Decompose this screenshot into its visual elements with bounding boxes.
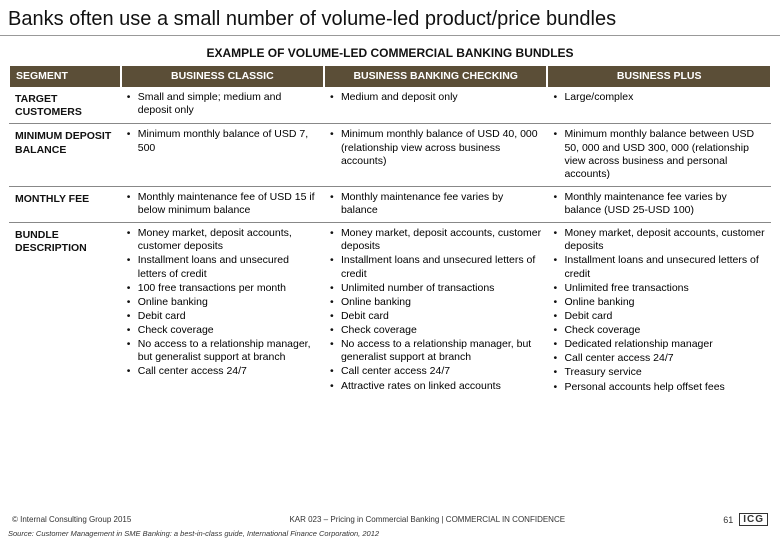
table-cell: Money market, deposit accounts, customer… [547,223,771,399]
list-item: No access to a relationship manager, but… [127,338,318,364]
list-item: Check coverage [553,324,765,337]
list-item: Debit card [553,310,765,323]
list-item: Money market, deposit accounts, customer… [553,227,765,253]
list-item: Call center access 24/7 [330,365,542,378]
col-header-checking: BUSINESS BANKING CHECKING [324,66,548,87]
source-line: Source: Customer Management in SME Banki… [8,529,379,538]
list-item: Attractive rates on linked accounts [330,380,542,393]
table-cell: Money market, deposit accounts, customer… [324,223,548,399]
table-cell: Minimum monthly balance between USD 50, … [547,124,771,187]
col-header-plus: BUSINESS PLUS [547,66,771,87]
list-item: Check coverage [330,324,542,337]
list-item: Unlimited free transactions [553,282,765,295]
table-cell: Minimum monthly balance of USD 40, 000 (… [324,124,548,187]
list-item: Monthly maintenance fee varies by balanc… [553,191,765,217]
list-item: Online banking [553,296,765,309]
list-item: Minimum monthly balance of USD 7, 500 [127,128,318,154]
list-item: Medium and deposit only [330,91,542,104]
list-item: No access to a relationship manager, but… [330,338,542,364]
col-header-segment: SEGMENT [9,66,121,87]
list-item: Dedicated relationship manager [553,338,765,351]
table-row: TARGET CUSTOMERSSmall and simple; medium… [9,87,771,124]
table-cell: Small and simple; medium and deposit onl… [121,87,324,124]
list-item: Monthly maintenance fee varies by balanc… [330,191,542,217]
icg-logo: ICG [739,513,768,526]
page-title: Banks often use a small number of volume… [0,0,780,36]
table-cell: Money market, deposit accounts, customer… [121,223,324,399]
row-label: MINIMUM DEPOSIT BALANCE [9,124,121,187]
list-item: Installment loans and unsecured letters … [330,254,542,280]
list-item: Check coverage [127,324,318,337]
row-label: BUNDLE DESCRIPTION [9,223,121,399]
list-item: Call center access 24/7 [127,365,318,378]
table-subtitle: EXAMPLE OF VOLUME-LED COMMERCIAL BANKING… [0,46,780,60]
table-cell: Minimum monthly balance of USD 7, 500 [121,124,324,187]
list-item: Installment loans and unsecured letters … [553,254,765,280]
row-label: MONTHLY FEE [9,186,121,222]
footer: © Internal Consulting Group 2015 KAR 023… [0,513,780,526]
list-item: Large/complex [553,91,765,104]
table-row: MONTHLY FEEMonthly maintenance fee of US… [9,186,771,222]
list-item: Minimum monthly balance of USD 40, 000 (… [330,128,542,167]
table-cell: Monthly maintenance fee of USD 15 if bel… [121,186,324,222]
list-item: Call center access 24/7 [553,352,765,365]
footer-copyright: © Internal Consulting Group 2015 [12,515,131,524]
table-cell: Monthly maintenance fee varies by balanc… [547,186,771,222]
list-item: Online banking [127,296,318,309]
list-item: Online banking [330,296,542,309]
footer-center: KAR 023 – Pricing in Commercial Banking … [131,515,723,524]
list-item: Installment loans and unsecured letters … [127,254,318,280]
col-header-classic: BUSINESS CLASSIC [121,66,324,87]
list-item: Money market, deposit accounts, customer… [127,227,318,253]
page-number: 61 [723,515,733,525]
list-item: Personal accounts help offset fees [553,381,765,394]
list-item: Monthly maintenance fee of USD 15 if bel… [127,191,318,217]
list-item: Minimum monthly balance between USD 50, … [553,128,765,181]
bundles-table: SEGMENT BUSINESS CLASSIC BUSINESS BANKIN… [8,66,772,399]
table-cell: Medium and deposit only [324,87,548,124]
table-row: MINIMUM DEPOSIT BALANCEMinimum monthly b… [9,124,771,187]
list-item: 100 free transactions per month [127,282,318,295]
table-cell: Monthly maintenance fee varies by balanc… [324,186,548,222]
list-item: Treasury service [553,366,765,379]
table-cell: Large/complex [547,87,771,124]
table-row: BUNDLE DESCRIPTIONMoney market, deposit … [9,223,771,399]
list-item: Debit card [330,310,542,323]
list-item: Money market, deposit accounts, customer… [330,227,542,253]
row-label: TARGET CUSTOMERS [9,87,121,124]
table-header-row: SEGMENT BUSINESS CLASSIC BUSINESS BANKIN… [9,66,771,87]
list-item: Small and simple; medium and deposit onl… [127,91,318,117]
list-item: Debit card [127,310,318,323]
list-item: Unlimited number of transactions [330,282,542,295]
